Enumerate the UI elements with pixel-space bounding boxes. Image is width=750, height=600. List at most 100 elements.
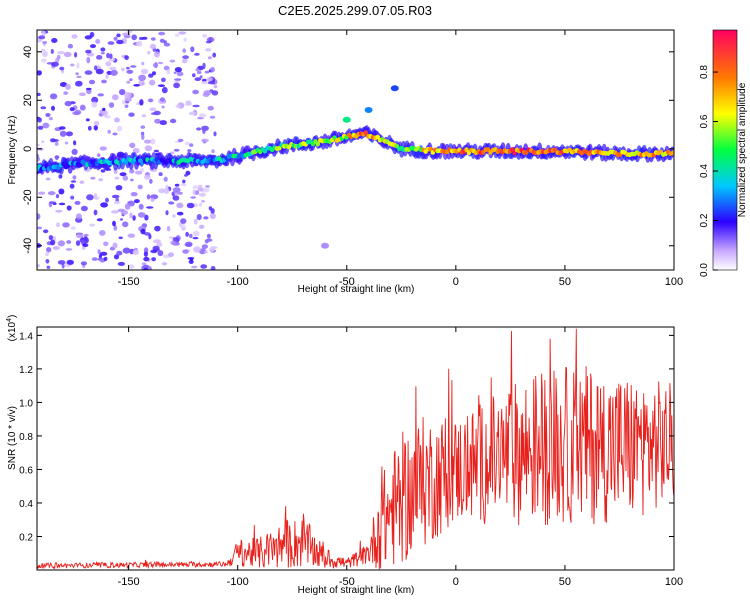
noise-speckle (205, 48, 212, 52)
noise-speckle (119, 89, 126, 96)
noise-speckle (143, 267, 148, 270)
noise-speckle (91, 257, 98, 261)
noise-speckle (50, 49, 54, 54)
noise-speckle (141, 134, 145, 140)
noise-speckle (55, 155, 59, 161)
noise-speckle (95, 39, 101, 44)
noise-speckle (211, 149, 215, 154)
noise-speckle (203, 90, 212, 96)
noise-speckle (89, 223, 95, 227)
ridge-core (363, 130, 368, 136)
noise-speckle (42, 122, 50, 129)
noise-speckle (111, 194, 120, 199)
noise-speckle (151, 257, 157, 262)
noise-speckle (141, 61, 145, 66)
snr-y-multiplier-exponent: 4 (6, 318, 13, 322)
noise-speckle (48, 117, 53, 121)
noise-speckle (74, 52, 78, 58)
noise-speckle (137, 184, 143, 190)
noise-speckle (176, 211, 184, 216)
noise-speckle (197, 187, 204, 192)
noise-speckle (124, 104, 129, 108)
noise-speckle (201, 200, 205, 203)
noise-speckle (193, 218, 198, 225)
noise-speckle (79, 104, 86, 111)
noise-speckle (122, 221, 129, 228)
noise-speckle (70, 63, 75, 67)
noise-speckle (52, 246, 60, 250)
noise-speckle (41, 30, 46, 36)
noise-speckle (125, 97, 132, 102)
spectrogram-panel: -150 -100 -50 0 50 100 -40 -20 0 20 40 Height of … (7, 29, 683, 295)
noise-speckle (140, 68, 149, 75)
noise-speckle (105, 197, 109, 203)
noise-speckle (107, 129, 111, 134)
noise-speckle (177, 138, 184, 142)
noise-speckle (209, 212, 216, 220)
noise-speckle (196, 127, 202, 131)
noise-speckle (200, 264, 208, 269)
ridge-core (509, 147, 515, 153)
noise-speckle (80, 205, 88, 212)
noise-speckle (191, 265, 198, 269)
noise-speckle (37, 264, 40, 268)
noise-speckle (182, 179, 186, 184)
noise-speckle (150, 37, 156, 41)
ridge-core (670, 150, 674, 156)
noise-speckle (154, 118, 161, 124)
snr-x-label: Height of straight line (km) (298, 585, 415, 596)
snr-x-tick-label: -100 (227, 576, 249, 588)
noise-speckle (132, 215, 136, 221)
noise-speckle (195, 68, 200, 72)
noise-speckle (75, 213, 82, 220)
noise-speckle (108, 102, 115, 108)
noise-speckle (136, 40, 143, 47)
noise-speckle (118, 236, 123, 240)
noise-speckle (190, 46, 195, 53)
noise-speckle (113, 225, 118, 231)
noise-speckle (192, 189, 196, 196)
noise-speckle (95, 68, 104, 75)
snr-y-tick-label: 1.2 (19, 365, 33, 376)
noise-speckle (151, 112, 158, 115)
ridge-core (262, 148, 268, 154)
noise-speckle (176, 71, 184, 77)
noise-speckle (124, 92, 132, 99)
snr-y-tick-label: 0.2 (19, 532, 33, 543)
noise-speckle (152, 62, 159, 68)
noise-speckle (172, 237, 176, 242)
noise-speckle (213, 131, 217, 137)
spectrogram-x-tick-label: 0 (453, 276, 459, 288)
noise-speckle (86, 52, 95, 57)
noise-speckle (183, 37, 187, 42)
noise-speckle (93, 120, 100, 126)
noise-speckle (174, 33, 180, 37)
noise-speckle (149, 43, 157, 50)
noise-speckle (57, 260, 66, 265)
noise-speckle (129, 78, 133, 82)
noise-speckle (41, 140, 45, 144)
noise-speckle (144, 139, 151, 144)
noise-speckle (121, 67, 125, 72)
noise-speckle (153, 239, 162, 244)
noise-speckle (161, 262, 168, 266)
noise-speckle (146, 194, 151, 200)
noise-speckle (42, 50, 48, 58)
noise-speckle (70, 226, 76, 230)
noise-speckle (102, 107, 106, 111)
noise-speckle (45, 113, 51, 117)
noise-speckle (204, 239, 209, 244)
noise-speckle (199, 75, 203, 79)
noise-speckle (41, 58, 47, 63)
noise-speckle (100, 52, 105, 55)
snr-panel: -150 -100 -50 0 50 100 0.20.40.60.81.01.21.4 … (6, 315, 683, 596)
noise-speckle (112, 94, 119, 101)
spectrogram-marks (37, 30, 674, 270)
noise-speckle (144, 145, 153, 152)
figure-title: C2E5.2025.299.07.05.R03 (278, 3, 432, 18)
noise-speckle (116, 39, 124, 45)
noise-speckle (182, 55, 190, 60)
noise-speckle (112, 220, 116, 227)
noise-speckle (57, 240, 66, 247)
noise-speckle (147, 51, 151, 55)
